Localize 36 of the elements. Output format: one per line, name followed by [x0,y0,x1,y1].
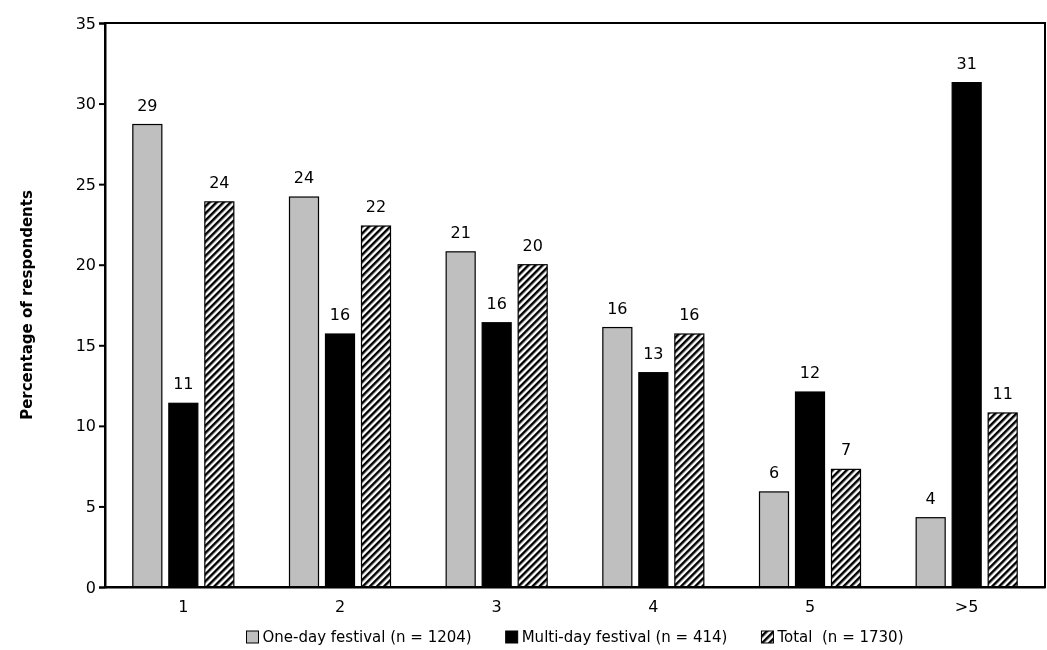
y-axis-title: Percentage of respondents [18,190,36,420]
data-label: 20 [522,235,543,255]
data-label: 16 [486,293,507,313]
data-label: 11 [173,374,194,394]
x-tick-label: 3 [491,597,502,617]
y-tick-label: 10 [75,416,96,436]
y-tick-label: 20 [75,255,96,275]
data-label: 16 [329,305,351,325]
y-tick-label: 0 [85,577,96,597]
y-tick-label: 25 [75,174,96,194]
x-tick-label: 1 [178,597,189,617]
data-label: 12 [799,363,821,383]
data-label: 7 [840,440,852,460]
data-label: 4 [925,488,936,508]
y-tick-label: 30 [75,94,96,114]
data-label: 16 [607,298,628,318]
data-label: 24 [209,172,230,192]
x-tick-label: 2 [334,597,346,617]
y-tick-label: 15 [75,335,96,355]
data-label: 22 [365,197,387,217]
legend-label: Total (n = 1730) [776,628,904,646]
legend-label: One-day festival (n = 1204) [262,628,472,646]
data-label: 24 [293,168,315,188]
data-label: 11 [992,383,1013,403]
data-label: 31 [956,53,977,73]
data-label: 29 [137,95,158,115]
x-tick-label: 5 [804,597,816,617]
x-tick-label: 4 [648,597,659,617]
y-tick-label: 35 [75,13,96,33]
x-tick-label: >5 [954,597,979,617]
legend-label: Multi-day festival (n = 414) [521,628,728,646]
data-label: 13 [643,343,664,363]
data-label: 16 [679,305,700,325]
y-tick-label: 5 [85,497,96,517]
data-label: 21 [450,222,471,242]
data-label: 6 [768,462,780,482]
